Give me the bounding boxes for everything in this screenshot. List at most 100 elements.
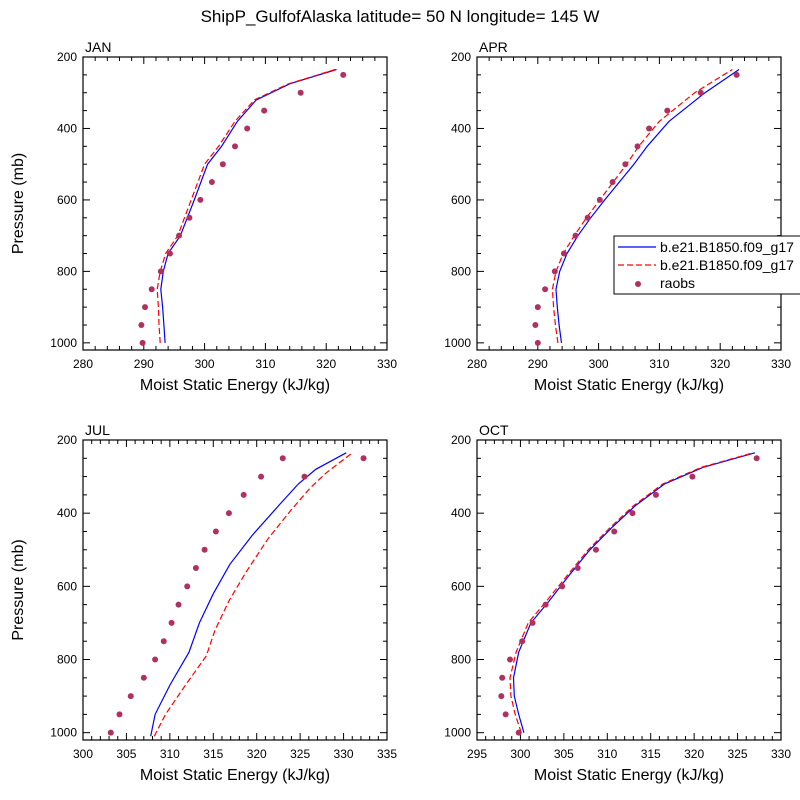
- legend-marker: [635, 281, 641, 287]
- raobs-point: [160, 638, 167, 645]
- x-axis-label: Moist Static Energy (kJ/kg): [534, 377, 724, 394]
- y-tick-label: 600: [57, 579, 77, 593]
- model-line-solid: [160, 68, 337, 343]
- panel-apr: APR 280 290 300 310 320 330 200 400 600 800 1000 Moi…: [444, 39, 791, 394]
- raobs-point: [186, 214, 193, 221]
- legend: b.e21.B1850.f09_g17 b.e21.B1850.f09_g17ra…: [613, 235, 800, 295]
- raobs-point: [507, 656, 514, 663]
- x-tick-label: 325: [290, 747, 310, 761]
- raobs-point: [664, 107, 671, 114]
- raobs-point: [559, 583, 566, 590]
- raobs-point: [201, 546, 208, 553]
- x-tick-label: 320: [684, 747, 704, 761]
- raobs-point: [152, 656, 159, 663]
- raobs-point: [697, 89, 704, 96]
- raobs-point: [192, 565, 199, 572]
- plot-frame: [476, 56, 782, 351]
- x-tick-label: 310: [160, 747, 180, 761]
- raobs-point: [360, 455, 367, 462]
- panel-jul: JUL 300 305 310 315 320 325 330 335 200 400 600 800 1…: [10, 422, 397, 784]
- raobs-point: [107, 729, 114, 736]
- raobs-point: [753, 455, 760, 462]
- raobs-point: [197, 196, 204, 203]
- legend-label: b.e21.B1850.f09_g17: [660, 257, 794, 273]
- x-tick-label: 305: [116, 747, 136, 761]
- raobs-point: [652, 491, 659, 498]
- raobs-point: [532, 321, 539, 328]
- x-tick-label: 310: [597, 747, 617, 761]
- raobs-point: [244, 125, 251, 132]
- y-tick-label: 800: [451, 653, 471, 667]
- raobs-point: [515, 729, 522, 736]
- x-tick-label: 330: [771, 747, 791, 761]
- raobs-point: [733, 71, 740, 78]
- raobs-point: [148, 286, 155, 293]
- x-tick-label: 280: [73, 357, 93, 371]
- y-tick-label: 400: [451, 121, 471, 135]
- raobs-point: [502, 711, 509, 718]
- x-tick-label: 290: [134, 357, 154, 371]
- x-tick-label: 280: [467, 357, 487, 371]
- raobs-point: [142, 304, 149, 311]
- y-tick-label: 800: [57, 264, 77, 278]
- raobs-point: [689, 473, 696, 480]
- model-line-solid: [512, 452, 756, 733]
- panel-jan: JAN 280 290 300 310 320 330 200 400 600 800 1000 Moi…: [10, 39, 397, 394]
- model-line-dashed: [153, 452, 353, 737]
- raobs-point: [166, 250, 173, 257]
- x-tick-label: 310: [255, 357, 275, 371]
- legend-label: raobs: [660, 275, 695, 291]
- x-tick-label: 310: [649, 357, 669, 371]
- y-axis-label: Pressure (mb): [10, 539, 27, 640]
- x-tick-label: 315: [203, 747, 223, 761]
- plot-frame: [82, 439, 388, 741]
- model-line-dashed: [551, 68, 733, 343]
- raobs-point: [240, 491, 247, 498]
- raobs-point: [529, 619, 536, 626]
- raobs-point: [542, 601, 549, 608]
- raobs-point: [572, 232, 579, 239]
- raobs-point: [609, 179, 616, 186]
- model-line-dashed: [509, 452, 754, 733]
- raobs-point: [116, 711, 123, 718]
- raobs-point: [127, 693, 134, 700]
- raobs-point: [542, 286, 549, 293]
- x-tick-label: 300: [589, 357, 609, 371]
- x-tick-label: 320: [710, 357, 730, 371]
- y-tick-label: 200: [57, 433, 77, 447]
- x-tick-label: 330: [334, 747, 354, 761]
- y-tick-label: 200: [451, 50, 471, 64]
- raobs-point: [622, 161, 629, 168]
- x-tick-label: 330: [377, 357, 397, 371]
- raobs-point: [499, 674, 506, 681]
- raobs-point: [208, 179, 215, 186]
- raobs-point: [646, 125, 653, 132]
- raobs-point: [184, 583, 191, 590]
- raobs-point: [584, 214, 591, 221]
- raobs-point: [225, 510, 232, 517]
- raobs-point: [258, 473, 265, 480]
- x-tick-label: 300: [510, 747, 530, 761]
- x-axis-label: Moist Static Energy (kJ/kg): [534, 767, 724, 784]
- plot-frame: [476, 439, 782, 741]
- raobs-point: [176, 232, 183, 239]
- raobs-point: [138, 321, 145, 328]
- y-tick-label: 1000: [444, 726, 471, 740]
- raobs-point: [592, 546, 599, 553]
- raobs-point: [340, 71, 347, 78]
- raobs-point: [611, 528, 618, 535]
- raobs-point: [157, 268, 164, 275]
- raobs-point: [574, 565, 581, 572]
- x-tick-label: 320: [316, 357, 336, 371]
- x-tick-label: 320: [247, 747, 267, 761]
- panel-oct: OCT 295 300 305 310 315 320 325 330 200 400 600 800 1…: [444, 422, 791, 784]
- plot-frame: [82, 56, 388, 351]
- y-tick-label: 1000: [50, 726, 77, 740]
- x-tick-label: 300: [195, 357, 215, 371]
- x-tick-label: 315: [641, 747, 661, 761]
- raobs-point: [534, 339, 541, 346]
- y-tick-label: 200: [57, 50, 77, 64]
- x-tick-label: 295: [467, 747, 487, 761]
- legend-label: b.e21.B1850.f09_g17: [660, 239, 794, 255]
- raobs-point: [634, 143, 641, 150]
